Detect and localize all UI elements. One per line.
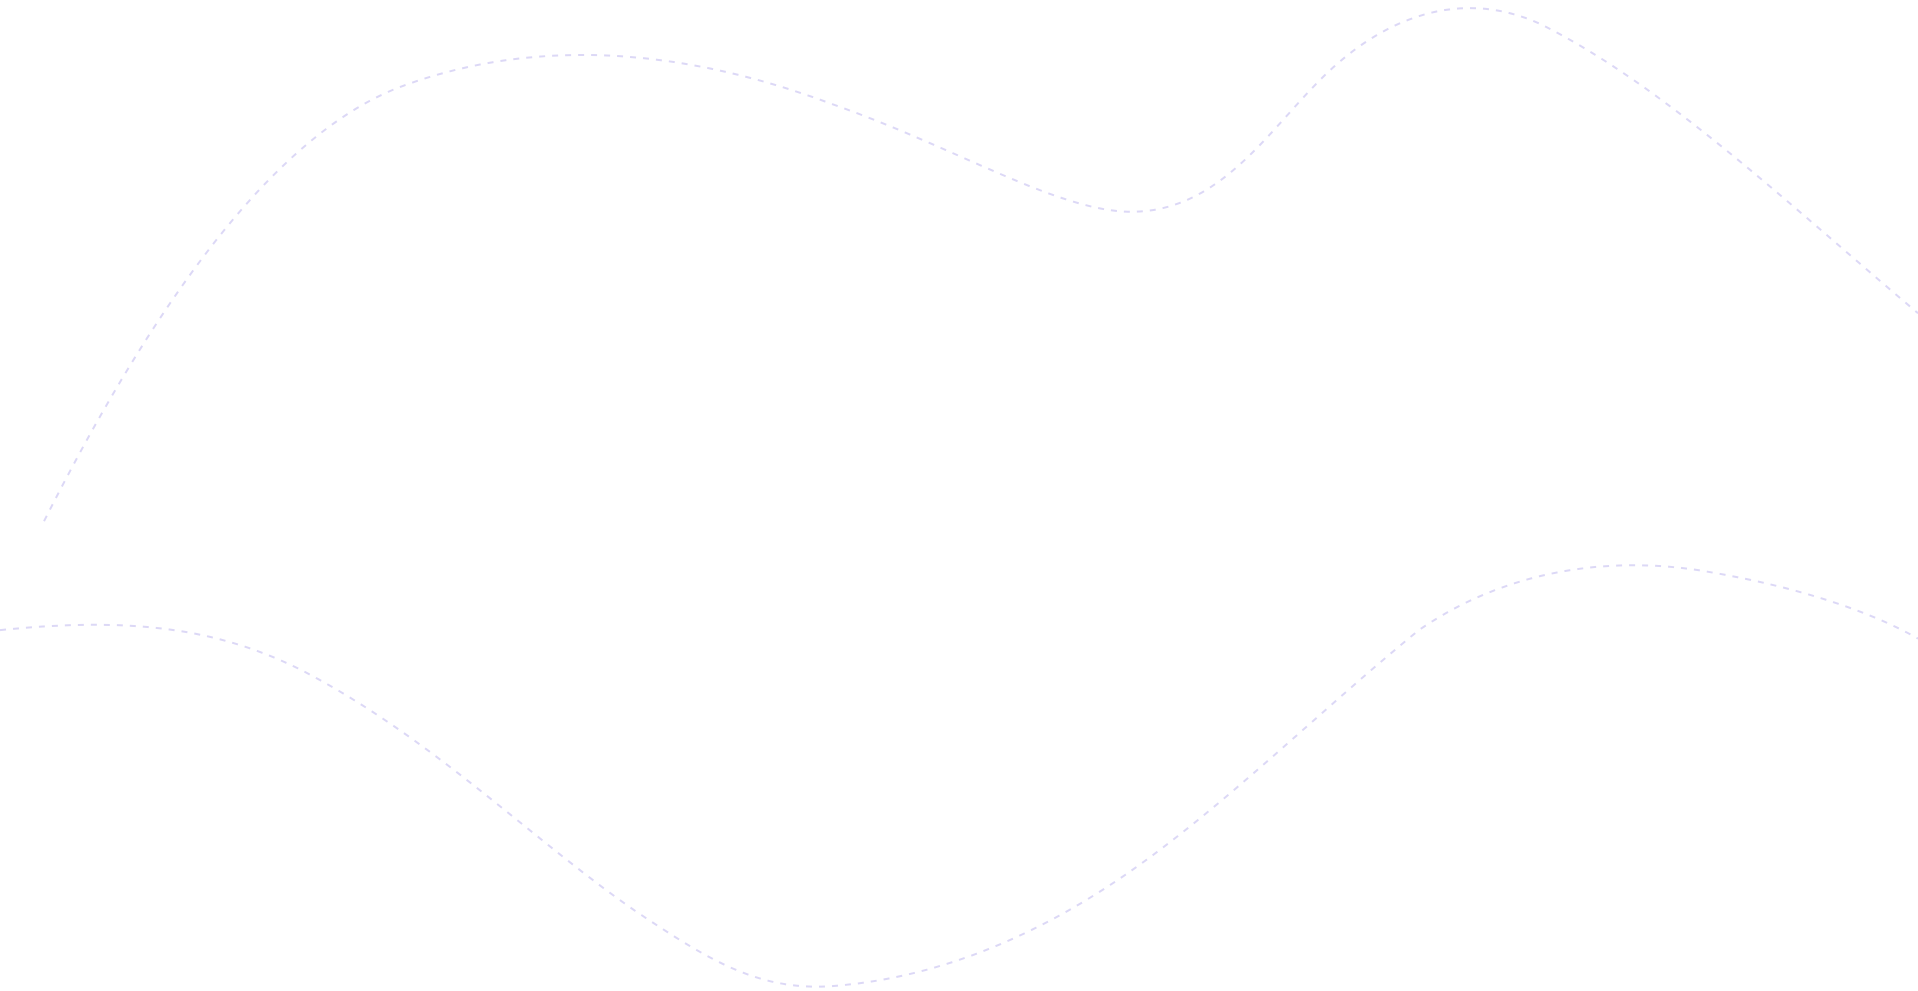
upper-dashed-wave bbox=[44, 8, 1918, 521]
lower-dashed-wave bbox=[0, 565, 1918, 986]
